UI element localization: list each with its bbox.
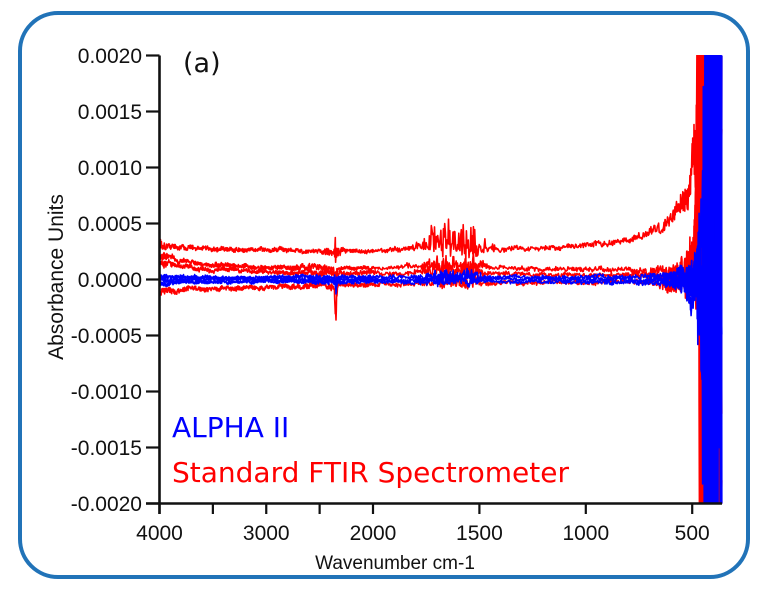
- legend: ALPHA II Standard FTIR Spectrometer: [172, 405, 569, 495]
- x-axis-title: Wavenumber cm-1: [315, 553, 475, 574]
- x-tick-label: 500: [675, 522, 710, 545]
- legend-alpha-ii: ALPHA II: [172, 411, 290, 444]
- trace-group: [158, 55, 723, 504]
- y-tick-label: 0.0020: [78, 45, 142, 68]
- trace-alpha-ii: [158, 55, 723, 504]
- y-tick-label: 0.0005: [78, 213, 142, 236]
- x-tick-label: 4000: [136, 522, 183, 545]
- panel-label: (a): [183, 48, 221, 79]
- y-tick-label: 0.0010: [78, 157, 142, 180]
- y-tick-label: -0.0005: [71, 325, 142, 348]
- y-axis-title: Absorbance Units: [45, 194, 68, 360]
- trace-standard-ftir-spectrometer: [158, 55, 723, 504]
- y-tick-label: -0.0010: [71, 381, 142, 404]
- x-tick-label: 2000: [350, 522, 397, 545]
- legend-standard-ftir: Standard FTIR Spectrometer: [172, 456, 570, 489]
- y-tick-label: -0.0020: [71, 493, 142, 516]
- trace-standard-ftir-spectrometer: [158, 55, 723, 504]
- x-tick-label: 1500: [456, 522, 503, 545]
- y-tick-label: 0.0015: [78, 101, 142, 124]
- y-tick-label: 0.0000: [78, 269, 142, 292]
- y-tick-label: -0.0015: [71, 437, 142, 460]
- x-tick-label: 1000: [562, 522, 609, 545]
- figure-frame: [18, 11, 750, 579]
- trace-alpha-ii: [158, 55, 723, 504]
- x-tick-label: 3000: [243, 522, 290, 545]
- tick-labels: 0.0020 0.0015 0.0010 0.0005 0.0000 -0.0005 -0.…: [71, 45, 710, 545]
- axes: [146, 54, 722, 514]
